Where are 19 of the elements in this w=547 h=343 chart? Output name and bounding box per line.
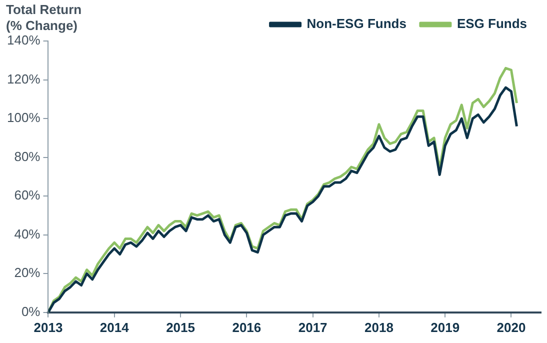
x-tick-label: 2019: [430, 320, 460, 335]
x-tick-label: 2017: [298, 320, 328, 335]
y-axis-title: Total Return (% Change): [6, 2, 82, 34]
x-tick-label: 2016: [232, 320, 262, 335]
y-tick-label: 140%: [7, 32, 41, 48]
y-tick-label: 20%: [14, 265, 41, 280]
y-tick-label: 40%: [14, 226, 41, 242]
y-tick-label: 60%: [14, 188, 41, 203]
x-tick-label: 2018: [364, 320, 394, 335]
x-tick-label: 2015: [166, 320, 195, 335]
legend-label: ESG Funds: [456, 16, 528, 32]
x-tick-label: 2013: [34, 320, 63, 335]
x-tick-label: 2014: [100, 320, 130, 335]
y-tick-label: 0%: [21, 304, 41, 319]
y-tick-label: 120%: [7, 71, 41, 86]
x-tick-label: 2020: [496, 320, 526, 335]
y-tick-label: 80%: [14, 148, 41, 164]
y-tick-label: 100%: [7, 110, 41, 126]
legend-label: Non-ESG Funds: [306, 16, 406, 32]
